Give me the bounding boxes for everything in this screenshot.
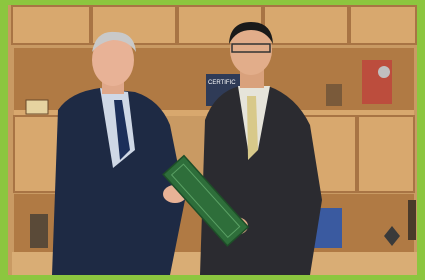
photo: CERTIFIC xyxy=(0,0,425,280)
upper-cabinets xyxy=(12,6,416,44)
certificate-text: CERTIFIC xyxy=(208,80,236,86)
